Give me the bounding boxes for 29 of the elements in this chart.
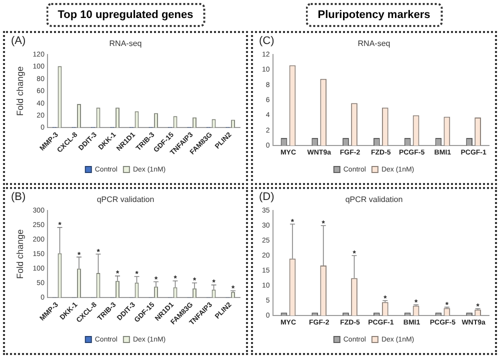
text: (B) (11, 191, 26, 203)
data-label: * (58, 220, 62, 230)
y-axis-title: Fold change (14, 229, 25, 279)
data-label: * (192, 276, 197, 286)
chart-title: qPCR validation (96, 195, 154, 204)
data-label: * (135, 270, 140, 279)
annotation: * (352, 248, 357, 258)
data-label: * (96, 247, 101, 256)
annotation: * (290, 217, 295, 226)
chart-title: qPCR validation (345, 195, 403, 204)
text: (C) (259, 35, 274, 47)
text: Pluripotency markers (306, 3, 442, 27)
data-label: * (154, 274, 158, 284)
text: (A) (11, 35, 26, 47)
text: Top 10 upregulated genes (46, 3, 206, 27)
annotation: * (322, 218, 326, 228)
data-label: * (116, 269, 120, 278)
chart-title: RNA-seq (358, 39, 390, 48)
data-label: * (77, 250, 82, 260)
annotation: * (384, 294, 388, 303)
text: (D) (259, 191, 274, 203)
annotation: * (476, 302, 480, 311)
data-label: * (231, 284, 236, 293)
chart-title: RNA-seq (109, 39, 142, 48)
annotation: * (445, 300, 450, 310)
annotation: * (414, 298, 418, 308)
data-label: * (174, 274, 178, 284)
data-label: * (212, 278, 216, 288)
y-axis-title: Fold change (14, 66, 25, 116)
